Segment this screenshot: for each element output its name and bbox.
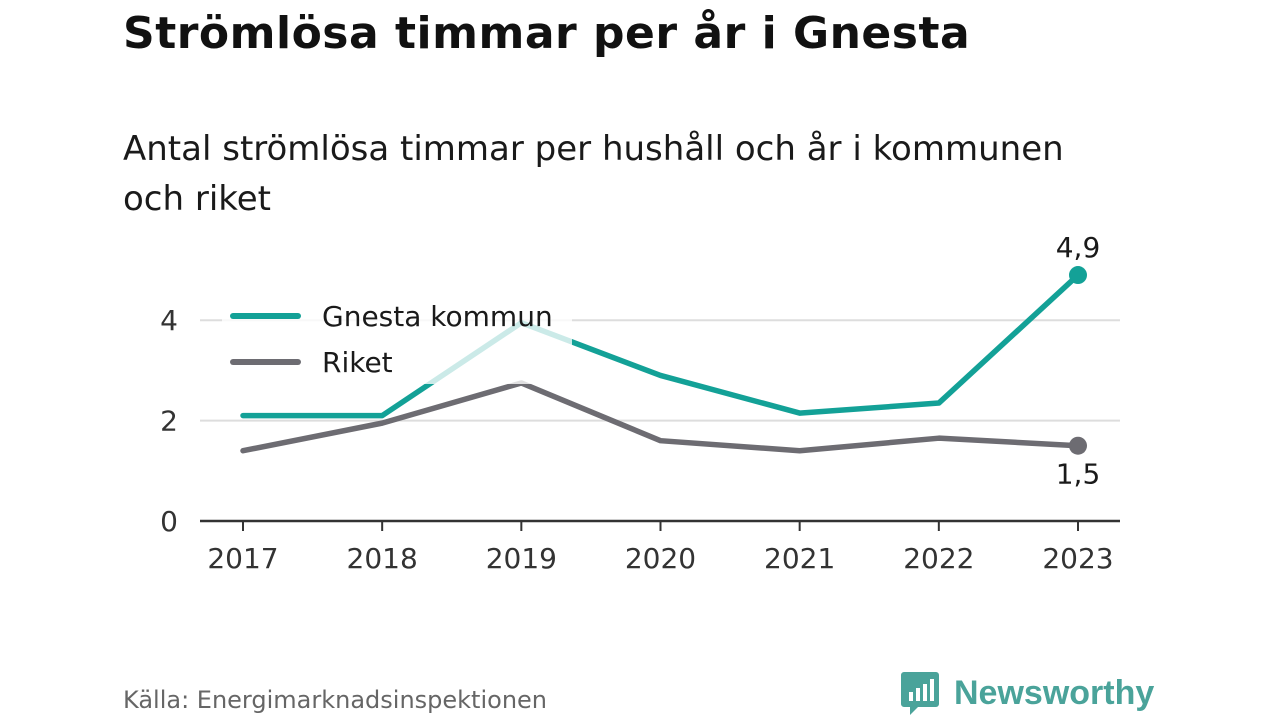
x-tick-label: 2018 [347, 542, 418, 575]
series-endpoint-riket [1069, 436, 1087, 455]
series-line-gnesta [240, 272, 1081, 419]
x-tick-label: 2019 [486, 542, 557, 575]
x-tick-label: 2022 [903, 542, 974, 575]
source-note: Källa: Energimarknadsinspektionen [123, 686, 548, 714]
chart-title: Strömlösa timmar per år i Gnesta [123, 8, 971, 59]
chart-subtitle: Antal strömlösa timmar per hushåll och å… [123, 129, 1064, 219]
y-tick-label: 2 [160, 405, 178, 438]
x-tick-label: 2017 [207, 542, 278, 575]
x-tick-label: 2020 [625, 542, 696, 575]
y-tick-label: 4 [160, 304, 178, 337]
legend-label-riket: Riket [322, 346, 393, 379]
series-line-riket [240, 380, 1081, 454]
x-tick-label: 2021 [764, 542, 835, 575]
y-tick-label: 0 [160, 505, 178, 538]
series-endpoint-gnesta [1069, 266, 1087, 285]
legend-label-gnesta: Gnesta kommun [322, 300, 553, 333]
newsworthy-logo-icon [901, 672, 939, 715]
data-label-riket-2023: 1,5 [1056, 458, 1101, 491]
brand-logo: Newsworthy [900, 670, 1154, 716]
data-label-gnesta-2023: 4,9 [1056, 231, 1101, 264]
brand-name: Newsworthy [954, 673, 1155, 712]
x-tick-label: 2023 [1042, 542, 1113, 575]
legend-background [222, 292, 572, 384]
